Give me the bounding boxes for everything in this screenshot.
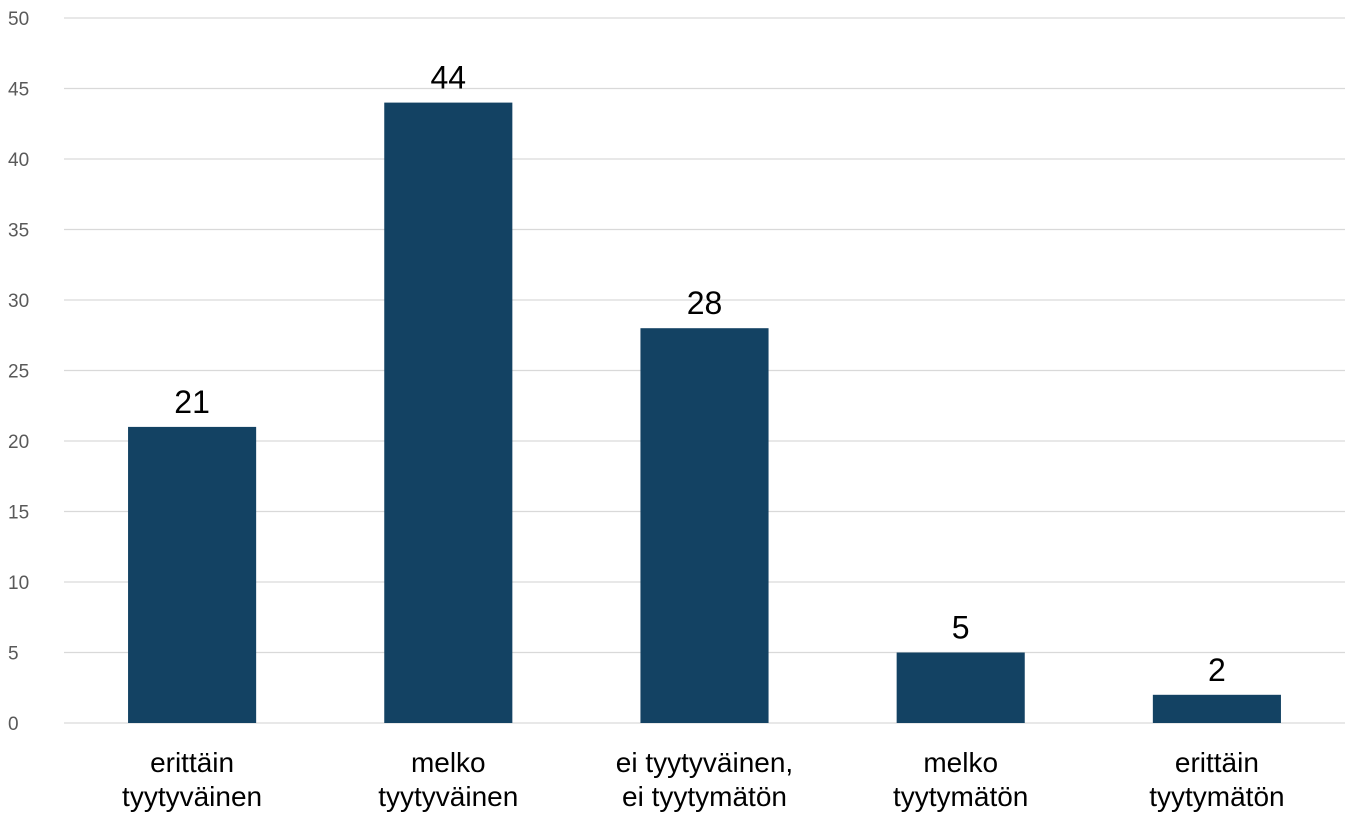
bar	[128, 426, 257, 723]
category-label: melko tyytyväinen	[378, 747, 518, 812]
y-tick-label: 5	[8, 644, 19, 665]
bars	[128, 102, 1281, 724]
data-label: 2	[1208, 652, 1226, 688]
x-axis-category-labels: erittäin tyytyväinen melko tyytyväinen ei ty…	[122, 747, 1285, 812]
y-tick-label: 25	[8, 362, 29, 383]
y-tick-label: 40	[8, 150, 29, 171]
y-tick-label: 50	[8, 9, 29, 30]
y-tick-label: 15	[8, 503, 29, 524]
data-label: 21	[174, 384, 210, 420]
y-tick-label: 45	[8, 80, 29, 101]
y-tick-label: 0	[8, 714, 19, 735]
data-label: 44	[431, 60, 467, 96]
y-tick-label: 35	[8, 221, 29, 242]
data-labels: 21 44 28 5 2	[174, 60, 1225, 688]
data-label: 28	[687, 285, 723, 321]
category-label: ei tyytyväinen, ei tyytymätön	[616, 747, 793, 812]
y-tick-label: 30	[8, 291, 29, 312]
y-tick-label: 20	[8, 432, 29, 453]
category-label: melko tyytymätön	[893, 747, 1028, 812]
category-label: erittäin tyytyväinen	[122, 747, 262, 812]
bar	[384, 102, 513, 724]
y-axis-tick-labels: 0 5 10 15 20 25 30 35 40 45 50	[8, 9, 29, 735]
bar	[1152, 694, 1281, 723]
category-label: erittäin tyytymätön	[1149, 747, 1284, 812]
bar	[896, 652, 1025, 723]
data-label: 5	[952, 610, 970, 646]
y-tick-label: 10	[8, 573, 29, 594]
bar	[640, 328, 769, 723]
